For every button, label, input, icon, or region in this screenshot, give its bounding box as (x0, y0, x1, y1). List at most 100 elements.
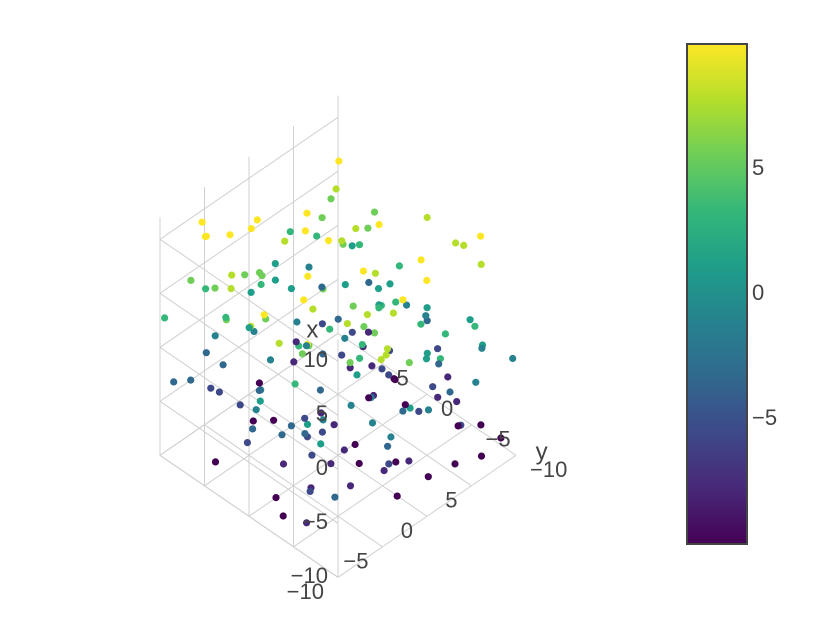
grid-line (159, 116, 339, 240)
y-tick-label: 0 (401, 518, 413, 543)
data-point (316, 386, 324, 394)
data-point (363, 311, 371, 319)
data-point (423, 276, 431, 285)
data-point (387, 433, 395, 441)
data-point (386, 280, 394, 288)
data-point (249, 417, 257, 425)
data-point (370, 329, 379, 337)
data-point (444, 373, 452, 381)
colorbar-ticks: −5 0 5 (752, 155, 777, 430)
data-point (202, 349, 210, 357)
data-point (318, 428, 326, 436)
points-layer (161, 157, 517, 527)
data-point (395, 262, 403, 270)
data-point (215, 388, 223, 396)
data-point (452, 239, 460, 247)
data-point (255, 379, 263, 387)
data-point (424, 473, 432, 481)
data-point (332, 185, 340, 193)
data-point (318, 283, 326, 291)
data-point (371, 269, 379, 277)
data-point (281, 237, 289, 245)
data-point (318, 320, 326, 328)
data-point (207, 384, 215, 392)
z-tick-label: 0 (316, 455, 328, 480)
data-point (460, 241, 468, 249)
data-point (423, 349, 431, 357)
data-point (380, 467, 388, 475)
data-point (271, 276, 279, 284)
data-point (346, 482, 355, 490)
data-point (424, 406, 433, 414)
data-point (385, 371, 393, 379)
data-point (313, 232, 321, 240)
data-point (255, 269, 264, 277)
data-point (385, 460, 393, 468)
data-point (334, 315, 342, 323)
data-point (247, 225, 255, 233)
data-point (478, 344, 486, 352)
data-point (330, 421, 338, 429)
data-point (364, 224, 372, 232)
data-point (365, 394, 373, 402)
data-point (226, 231, 234, 239)
data-point (278, 431, 286, 439)
data-point (392, 458, 400, 466)
data-point (317, 409, 325, 417)
data-point (454, 422, 462, 430)
data-point (249, 425, 257, 433)
data-point (477, 421, 485, 429)
data-point (222, 313, 230, 321)
x-tick-label: −5 (486, 427, 511, 452)
data-point (368, 419, 377, 427)
grid-line (204, 424, 383, 548)
data-point (303, 209, 311, 217)
data-point (275, 339, 283, 347)
data-point (170, 378, 178, 386)
y-tick-label: 5 (445, 488, 457, 513)
data-point (301, 414, 309, 422)
data-point (303, 519, 311, 527)
y-axis-title: y (536, 438, 548, 465)
data-point (241, 271, 249, 279)
data-point (368, 362, 376, 370)
data-point (392, 298, 400, 306)
data-point (300, 296, 308, 304)
data-point (228, 271, 236, 279)
data-point (477, 232, 485, 240)
data-point (359, 267, 367, 275)
data-point (303, 420, 312, 428)
data-point (384, 442, 392, 450)
data-point (364, 328, 373, 336)
data-point (347, 401, 355, 409)
data-point (260, 311, 268, 319)
data-point (306, 487, 314, 495)
data-point (446, 388, 454, 396)
data-point (308, 451, 316, 459)
x-axis-title: x (306, 316, 318, 343)
data-point (405, 457, 413, 465)
data-point (211, 332, 219, 340)
data-point (477, 452, 486, 460)
grid-line (159, 346, 339, 470)
data-point (423, 213, 431, 222)
data-point (399, 407, 407, 415)
data-point (298, 350, 306, 358)
data-point (353, 371, 361, 379)
data-point (356, 354, 364, 362)
data-point (327, 460, 335, 468)
data-point (319, 350, 327, 358)
data-point (358, 341, 366, 349)
data-point (441, 330, 449, 338)
data-point (187, 376, 195, 384)
z-tick-label: −5 (303, 509, 328, 534)
data-point (236, 401, 244, 409)
data-point (393, 492, 401, 500)
data-point (346, 364, 354, 372)
data-point (327, 195, 335, 203)
data-point (451, 460, 459, 468)
data-point (287, 285, 295, 293)
data-point (348, 328, 356, 336)
data-point (375, 221, 383, 229)
